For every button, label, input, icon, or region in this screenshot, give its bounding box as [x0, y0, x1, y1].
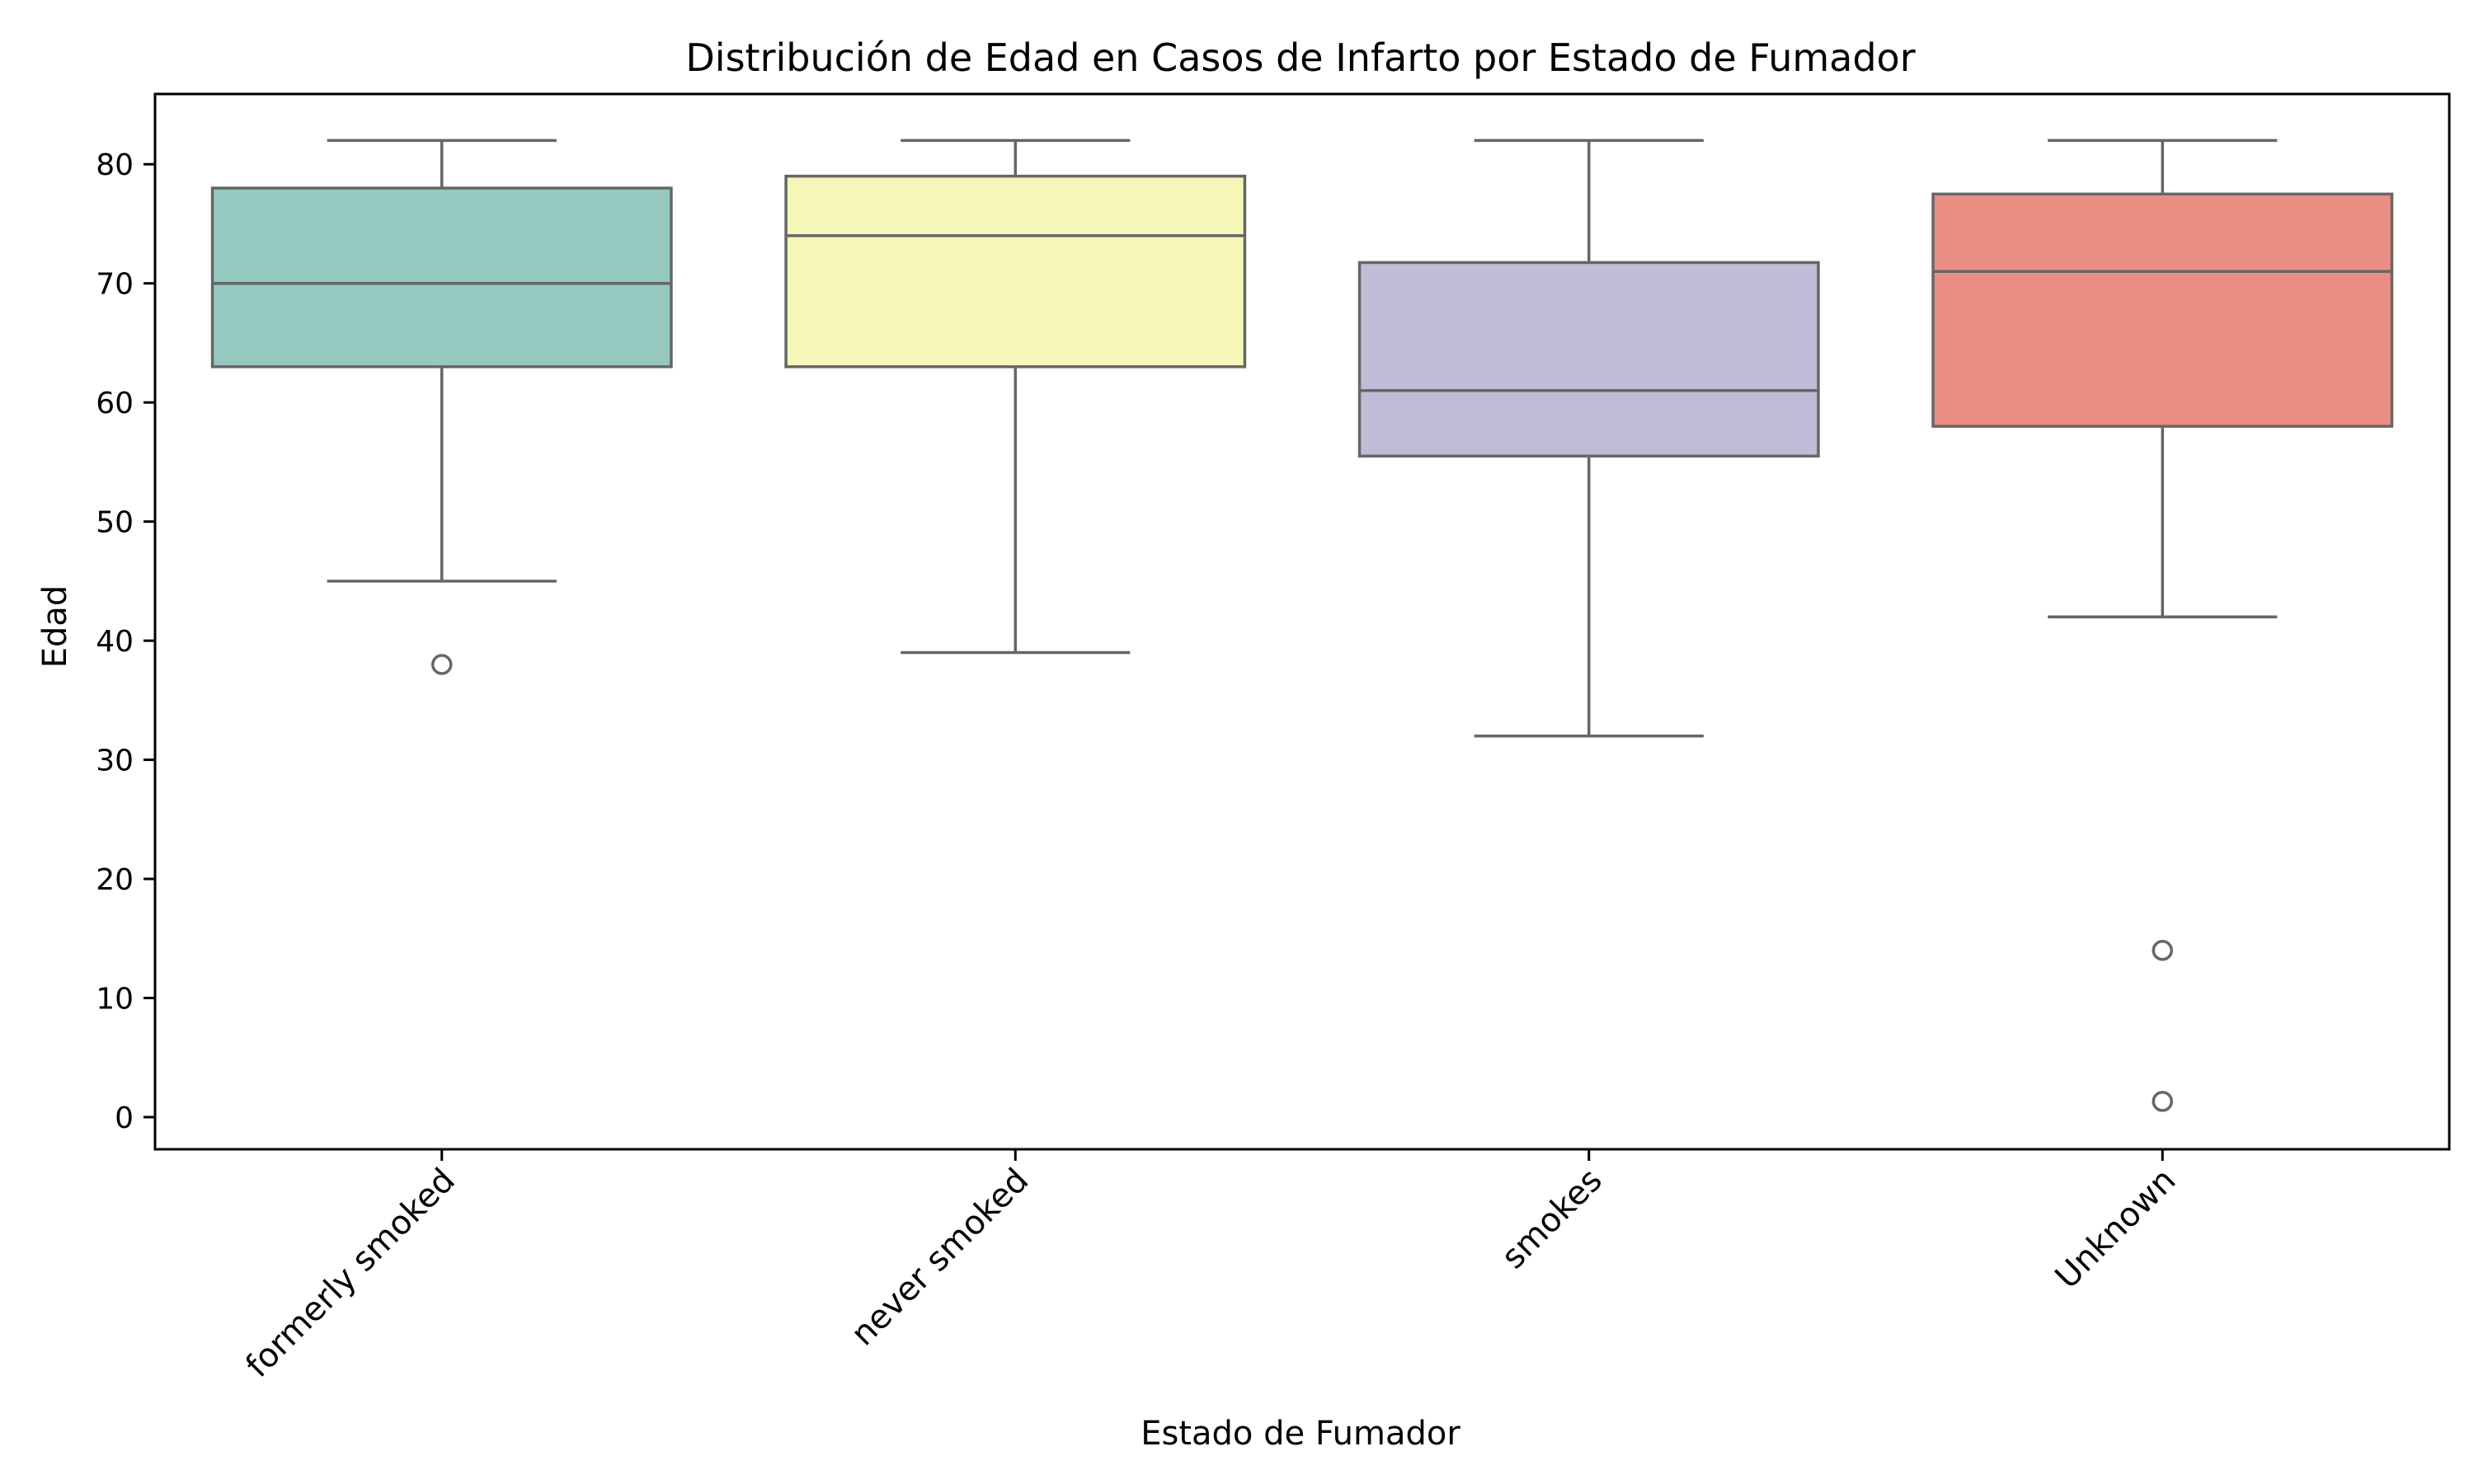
outlier-point: [2152, 1091, 2173, 1112]
x-axis-label: Estado de Fumador: [1141, 1415, 1460, 1453]
y-tick-label: 30: [96, 744, 134, 778]
x-tick-label: smokes: [1494, 1162, 1610, 1277]
x-tick-label: Unknown: [2048, 1162, 2183, 1297]
outlier-point: [2152, 939, 2173, 961]
box-iqr: [784, 174, 1247, 369]
y-tick-label: 70: [96, 268, 134, 302]
y-tick-label: 60: [96, 387, 134, 420]
x-tick-label: never smoked: [844, 1162, 1036, 1354]
box-iqr: [210, 186, 673, 369]
y-axis: 0 10 20 30 40 50 60 70 80: [96, 148, 155, 1135]
y-tick-label: 20: [96, 863, 134, 897]
box-group-unknown: [1931, 139, 2394, 1112]
y-tick-label: 50: [96, 506, 134, 540]
box-group-never-smoked: [784, 139, 1247, 655]
x-tick-label: formerly smoked: [238, 1162, 462, 1385]
box-group-smokes: [1357, 139, 1820, 738]
y-axis-label: Edad: [36, 585, 74, 669]
box-iqr: [1931, 192, 2394, 428]
outlier-point: [431, 654, 453, 675]
chart-title: Distribución de Edad en Casos de Infarto…: [685, 35, 1915, 80]
y-tick-label: 10: [96, 983, 134, 1017]
box-iqr: [1357, 261, 1820, 458]
plot-frame: [153, 92, 2451, 1151]
x-axis: formerly smoked never smoked smokes Unknown: [238, 1149, 2183, 1385]
y-tick-label: 0: [115, 1101, 134, 1135]
plot-area: [210, 139, 2394, 1112]
y-tick-label: 40: [96, 625, 134, 659]
y-tick-label: 80: [96, 148, 134, 182]
box-group-formerly-smoked: [210, 139, 673, 675]
